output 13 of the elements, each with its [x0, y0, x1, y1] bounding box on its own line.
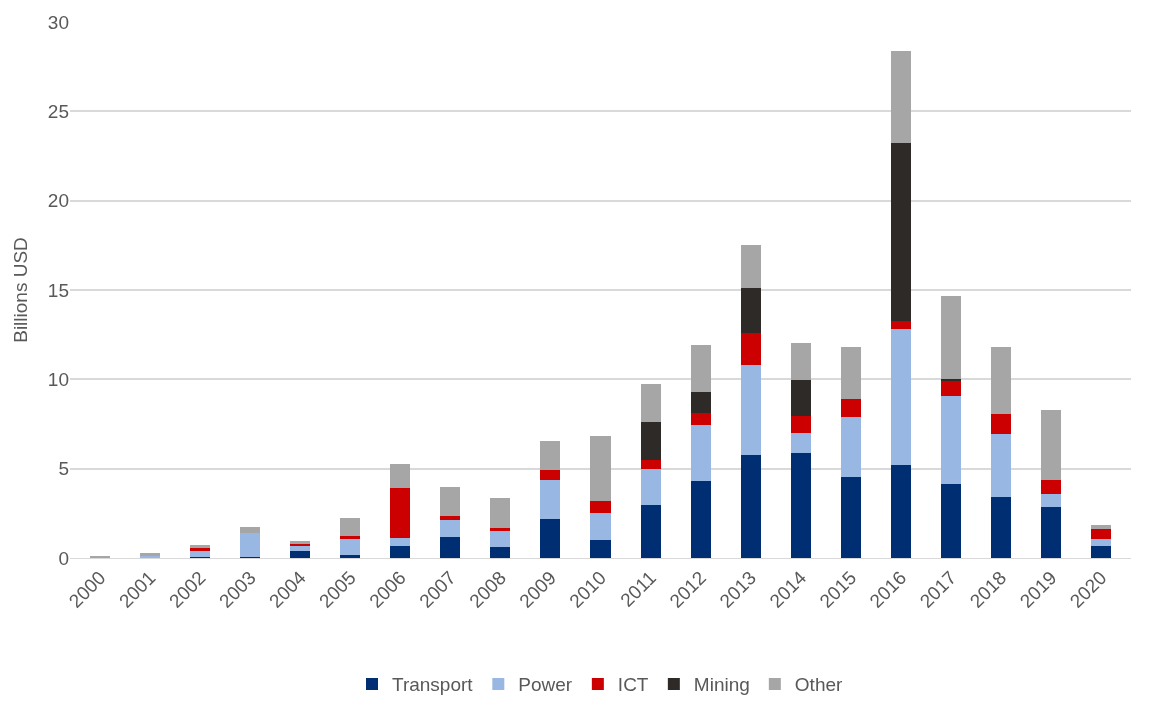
y-tick-label: 15	[47, 279, 69, 301]
legend-label: Power	[518, 674, 573, 696]
y-tick-label: 5	[58, 458, 69, 480]
y-tick-label: 20	[47, 190, 69, 212]
legend-label: Other	[794, 674, 844, 696]
legend-label: Mining	[693, 674, 750, 696]
y-tick-label: 0	[58, 547, 69, 569]
y-tick-label: 25	[47, 100, 69, 122]
y-tick-label: 10	[47, 368, 69, 390]
y-tick-label: 30	[47, 11, 69, 33]
y-axis-title: Billions USD	[9, 237, 31, 343]
legend-label: ICT	[617, 674, 649, 696]
legend-label: Transport	[392, 674, 474, 696]
